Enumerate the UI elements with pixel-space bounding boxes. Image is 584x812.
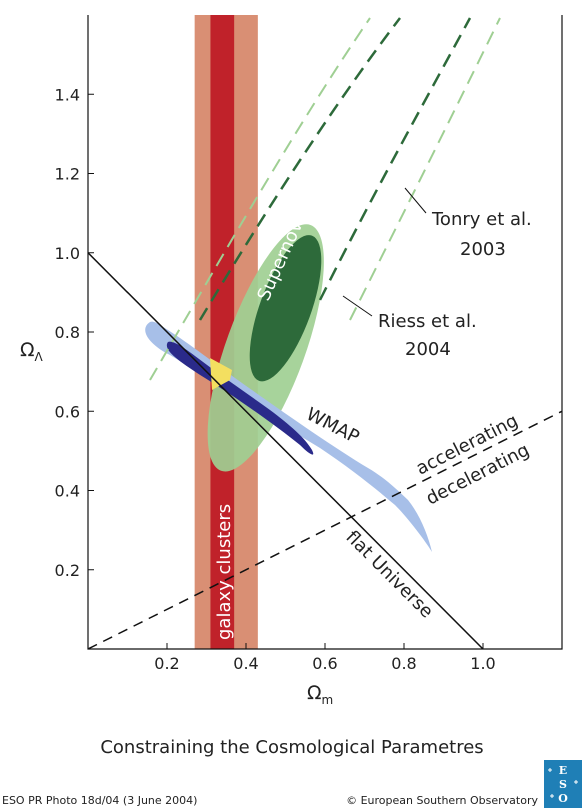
- cosmology-chart: 0.2 0.4 0.6 0.8 1.0 0.2 0.4 0.6 0.8 1.0 1.2 1.4 Ωm…: [20, 15, 563, 707]
- riess-pointer: [342, 295, 373, 317]
- y-tick-label: 0.2: [55, 561, 80, 580]
- tonry-pointer: [404, 187, 427, 214]
- riess-dashed-curves: [198, 17, 472, 321]
- supernovae-contours: [207, 224, 324, 472]
- flat-universe-label: flat Universe: [341, 527, 437, 623]
- tonry-curve-left: [149, 17, 371, 381]
- eso-logo: E S O: [544, 760, 582, 808]
- svg-text:E: E: [559, 764, 567, 777]
- y-axis-label: ΩΛ: [20, 339, 44, 364]
- x-axis-label: Ωm: [307, 682, 333, 707]
- x-tick-label: 1.0: [470, 654, 495, 673]
- y-tick-label: 1.2: [55, 165, 80, 184]
- svg-text:O: O: [558, 792, 568, 805]
- y-tick-label: 0.4: [55, 482, 80, 501]
- x-tick-label: 0.4: [233, 654, 258, 673]
- y-tick-label: 0.6: [55, 402, 80, 421]
- riess-year: 2004: [405, 339, 451, 360]
- tonry-dashed-curves: [149, 17, 501, 381]
- acceleration-divider-line: [88, 410, 562, 649]
- riess-curve-left: [198, 17, 401, 321]
- x-tick-label: 0.6: [312, 654, 337, 673]
- supernovae-inner-contour: [249, 235, 322, 382]
- tonry-curve-right: [349, 17, 501, 321]
- y-tick-label: 1.0: [55, 244, 80, 263]
- galaxy-clusters-inner-band: [210, 15, 235, 649]
- tonry-year: 2003: [460, 239, 506, 260]
- riess-curve-right: [318, 17, 472, 301]
- galaxy-clusters-label: galaxy clusters: [214, 504, 235, 640]
- y-tick-label: 0.8: [55, 323, 80, 342]
- wmap-inner-contour: [166, 341, 314, 455]
- y-ticks: 0.2 0.4 0.6 0.8 1.0 1.2 1.4: [55, 85, 94, 580]
- x-tick-label: 0.2: [154, 654, 179, 673]
- flat-universe-line: [88, 252, 484, 649]
- intersection-region: [210, 358, 232, 390]
- tonry-label: Tonry et al.: [431, 209, 532, 230]
- y-tick-label: 1.4: [55, 85, 80, 104]
- x-tick-label: 0.8: [391, 654, 416, 673]
- x-ticks: 0.2 0.4 0.6 0.8 1.0: [154, 643, 496, 673]
- copyright-notice: © European Southern Observatory: [346, 794, 538, 807]
- svg-text:S: S: [559, 778, 567, 791]
- riess-label: Riess et al.: [378, 311, 477, 332]
- figure-caption: Constraining the Cosmological Parametres: [100, 737, 484, 758]
- photo-id: ESO PR Photo 18d/04 (3 June 2004): [2, 794, 198, 807]
